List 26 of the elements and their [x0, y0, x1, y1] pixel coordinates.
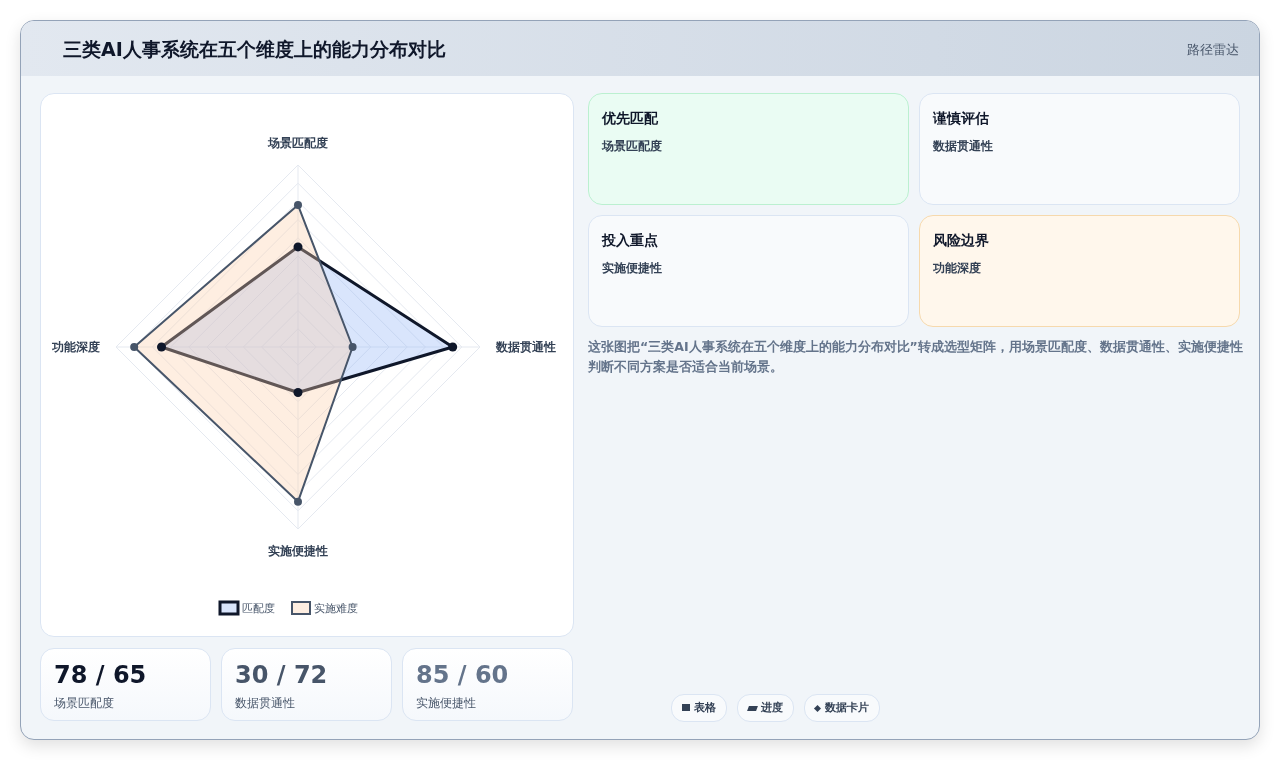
- spoke-label: 场景匹配度: [267, 136, 328, 150]
- text: 路径雷达: [1187, 41, 1239, 59]
- spoke-label: 实施便捷性: [268, 544, 328, 558]
- text: 投入重点: [602, 232, 658, 250]
- text: 实施便捷性: [602, 260, 662, 277]
- text: 场景匹配度: [54, 695, 114, 712]
- legend-label: 匹配度: [242, 602, 275, 615]
- text: 78 / 65: [54, 661, 147, 689]
- text: 谨慎评估: [933, 110, 989, 128]
- text: 85 / 60: [416, 661, 509, 689]
- text: 数据卡片: [804, 694, 880, 722]
- text: 进度: [737, 694, 794, 722]
- text: 功能深度: [933, 260, 981, 277]
- legend-label: 实施难度: [314, 602, 358, 615]
- text: 场景匹配度: [602, 138, 662, 155]
- text: 数据贯通性: [235, 695, 295, 712]
- spoke-label: 数据贯通性: [495, 340, 556, 354]
- text: 优先匹配: [602, 110, 658, 128]
- text: 30 / 72: [235, 661, 328, 689]
- text: 数据贯通性: [933, 138, 993, 155]
- text: 表格: [671, 694, 727, 722]
- spoke-label: 功能深度: [51, 340, 100, 354]
- text: 风险边界: [933, 232, 989, 250]
- text: 实施便捷性: [416, 695, 476, 712]
- chart-title: 三类AI人事系统在五个维度上的能力分布对比: [63, 37, 446, 62]
- text: 这张图把“三类AI人事系统在五个维度上的能力分布对比”转成选型矩阵，用场景匹配度、数据贯通性、实施便捷性判断不同方案是否适合当前场景。: [588, 338, 1243, 376]
